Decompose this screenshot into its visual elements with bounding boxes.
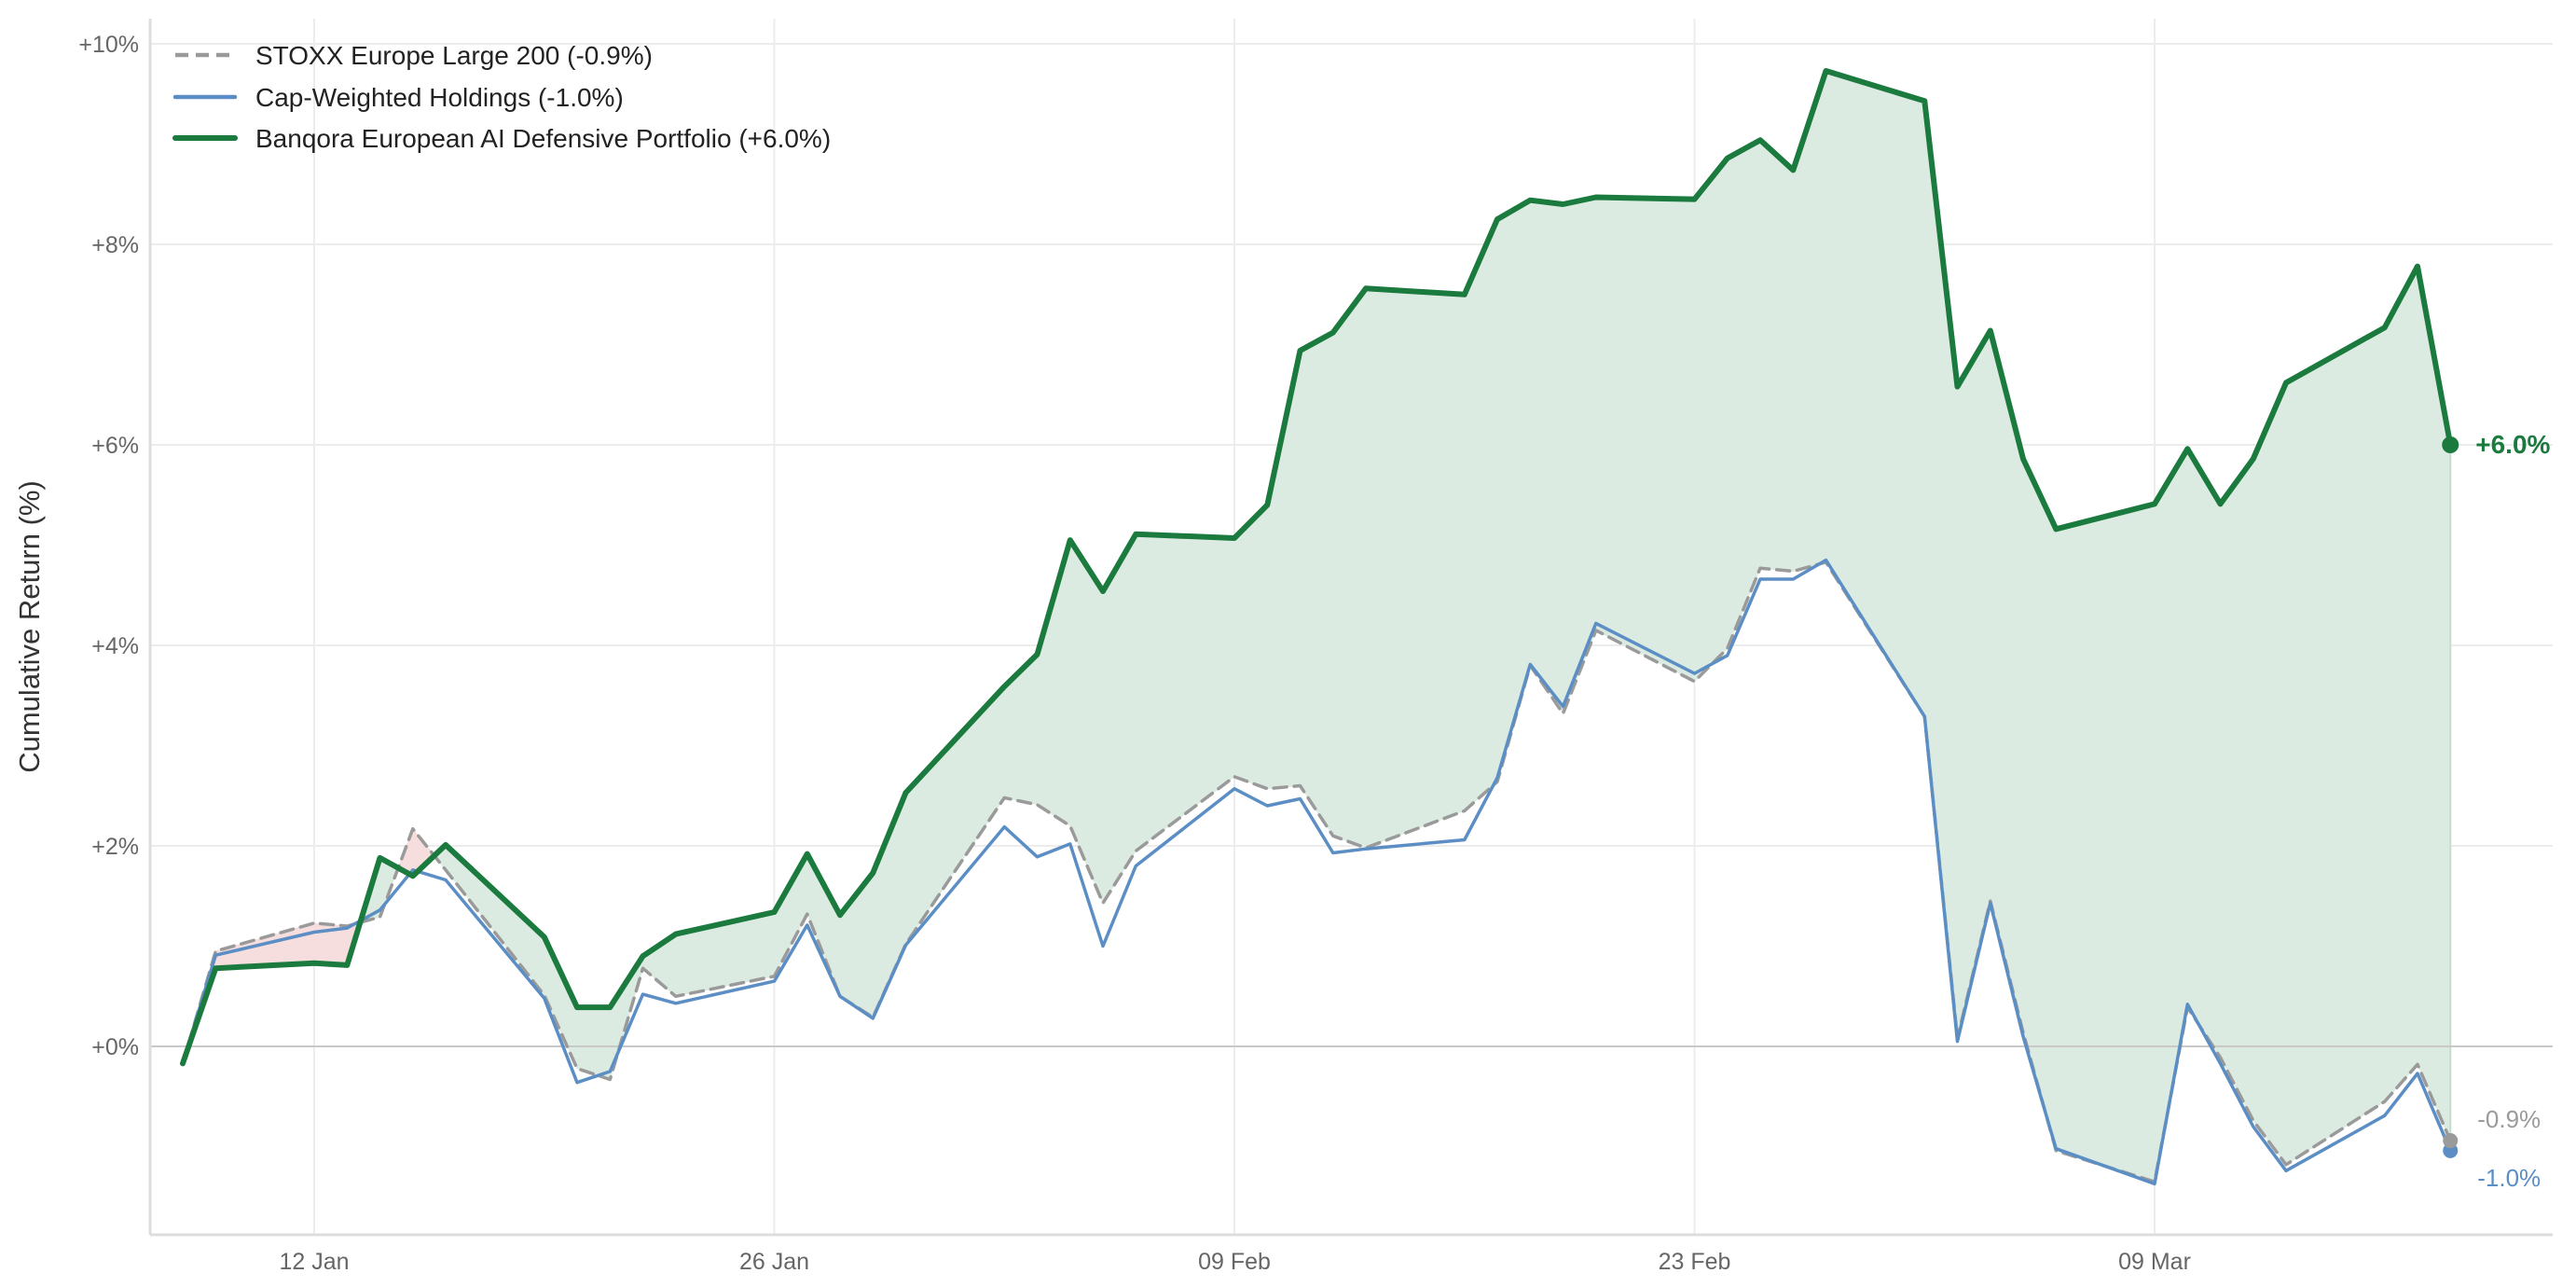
outperformance-area — [1825, 70, 1925, 718]
x-tick-label: 23 Feb — [1659, 1249, 1731, 1275]
outperformance-area — [2252, 382, 2287, 1167]
x-tick-label: 09 Feb — [1198, 1249, 1271, 1275]
y-tick-label: +10% — [78, 32, 139, 58]
outperformance-area — [2285, 326, 2386, 1166]
legend-label: Banqora European AI Defensive Portfolio … — [255, 124, 831, 153]
end-value-label: +6.0% — [2475, 430, 2550, 459]
y-tick-label: +0% — [91, 1034, 139, 1060]
outperformance-area — [1365, 287, 1466, 849]
y-tick-label: +6% — [91, 433, 139, 459]
x-tick-label: 12 Jan — [279, 1249, 349, 1275]
outperformance-area — [2055, 503, 2156, 1183]
outperformance-area — [1759, 139, 1794, 572]
outperformance-area — [2220, 457, 2254, 1121]
outperformance-area — [1102, 533, 1136, 905]
series-lines — [180, 68, 2454, 1186]
legend: STOXX Europe Large 200 (-0.9%) Cap-Weight… — [172, 41, 831, 153]
outperformance-area — [1069, 538, 1104, 904]
outperformance-area — [2417, 266, 2451, 1142]
outperformance-area — [1300, 331, 1334, 837]
legend-label: Cap-Weighted Holdings (-1.0%) — [255, 83, 624, 112]
outperformance-area — [1233, 504, 1268, 790]
outperformance-area — [1135, 533, 1235, 852]
portfolio-line — [180, 68, 2454, 1067]
legend-label: STOXX Europe Large 200 (-0.9%) — [255, 41, 653, 70]
end-marker-dot — [2442, 436, 2459, 453]
x-tick-label: 09 Mar — [2118, 1249, 2191, 1275]
outperformance-area — [1464, 218, 1498, 812]
outperformance-area — [1727, 139, 1761, 649]
x-tick-label: 26 Jan — [739, 1249, 809, 1275]
outperformance-area — [1595, 197, 1695, 683]
outperformance-area — [2154, 447, 2188, 1183]
outperformance-area — [774, 852, 808, 976]
outperformance-area — [1003, 653, 1038, 806]
outperformance-area — [1792, 70, 1826, 573]
outperformance-area — [1037, 539, 1071, 827]
outperformance-area — [2384, 266, 2418, 1103]
outperformance-area — [1957, 329, 1991, 1039]
cap-weighted-line — [181, 558, 2453, 1186]
outperformance-area — [1694, 157, 1729, 683]
outperformance-fill — [182, 70, 2452, 1183]
y-tick-label: +4% — [91, 633, 139, 659]
outperformance-area — [905, 685, 1005, 946]
y-tick-label: +2% — [91, 834, 139, 860]
x-axis-ticks: 12 Jan 26 Jan 09 Feb 23 Feb 09 Mar — [279, 1249, 2190, 1275]
y-axis-ticks: +0% +2% +4% +6% +8% +10% — [78, 32, 139, 1060]
outperformance-area — [1529, 200, 1564, 715]
end-markers: +6.0% -0.9% -1.0% — [2442, 430, 2551, 1192]
y-axis-label: Cumulative Return (%) — [13, 480, 46, 773]
y-tick-label: +8% — [91, 232, 139, 258]
end-value-label: -0.9% — [2477, 1105, 2541, 1133]
end-marker-dot — [2443, 1133, 2459, 1149]
end-value-label: -1.0% — [2477, 1164, 2541, 1192]
outperformance-area — [1496, 200, 1531, 782]
axes — [148, 19, 2553, 1237]
outperformance-area — [1332, 287, 1367, 849]
outperformance-area — [2186, 447, 2221, 1059]
